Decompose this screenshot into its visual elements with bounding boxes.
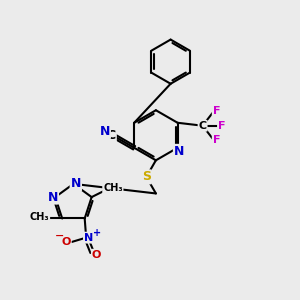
Text: N: N [100, 125, 110, 138]
Text: F: F [213, 135, 220, 146]
Text: −: − [54, 231, 64, 241]
Text: O: O [92, 250, 101, 260]
Text: F: F [218, 121, 226, 131]
Text: N: N [70, 177, 81, 190]
Text: S: S [142, 170, 151, 183]
Text: +: + [93, 228, 101, 238]
Text: N: N [48, 190, 58, 204]
Text: F: F [213, 106, 220, 116]
Text: CH₃: CH₃ [103, 183, 123, 193]
Text: C: C [199, 121, 207, 131]
Text: N: N [174, 145, 184, 158]
Text: N: N [84, 232, 93, 243]
Text: C: C [107, 129, 116, 142]
Text: CH₃: CH₃ [30, 212, 49, 222]
Text: O: O [61, 237, 71, 247]
